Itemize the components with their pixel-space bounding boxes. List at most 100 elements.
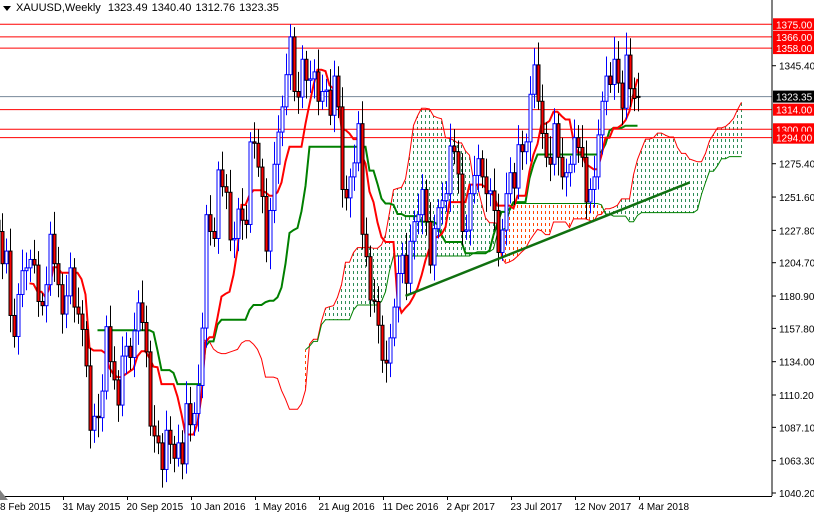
price-tick-label: 1157.80: [779, 324, 814, 335]
bull-candle: [524, 133, 529, 165]
bear-candle: [520, 130, 525, 170]
candle-body: [184, 403, 189, 465]
bull-candle: [532, 48, 537, 109]
cloud-segment: [647, 139, 652, 213]
candle-body: [404, 254, 409, 284]
candle-body: [172, 443, 177, 459]
price-tick-label: 1345.40: [779, 62, 814, 73]
candle-body: [212, 230, 217, 239]
bear-candle: [160, 433, 165, 488]
candle-body: [516, 144, 521, 189]
cloud-segment: [427, 108, 432, 256]
cloud-segment: [311, 339, 316, 342]
bull-candle: [464, 214, 469, 240]
ohlc-close: 1323.35: [239, 2, 279, 14]
time-axis: 8 Feb 2015 31 May 2015 20 Sep 2015 10 Jan 2…: [0, 496, 690, 513]
bull-candle: [448, 123, 453, 212]
level-lines: [0, 23, 772, 139]
cloud-segment: [483, 217, 488, 252]
cloud-segment: [471, 181, 476, 254]
cloud-segment: [411, 125, 416, 256]
bear-candle: [544, 122, 549, 168]
bear-candle: [636, 72, 641, 112]
bear-candle: [364, 217, 369, 267]
cloud-segment: [559, 203, 564, 223]
cloud-segment: [419, 108, 424, 256]
candle-body: [460, 173, 465, 232]
bear-candle: [428, 202, 433, 274]
cloud-segment: [687, 159, 692, 213]
bull-candle: [100, 374, 105, 432]
candle-body: [40, 300, 45, 307]
level-price-tag: 1358.00: [776, 44, 813, 55]
cloud-segment: [391, 189, 396, 256]
candle-body: [260, 166, 265, 197]
bull-candle: [568, 155, 573, 187]
cloud-segment: [699, 161, 704, 195]
candle-body: [308, 78, 313, 81]
candle-body: [444, 193, 449, 202]
bear-candle: [156, 420, 161, 455]
bear-candle: [264, 178, 269, 263]
cloud-segment: [707, 140, 712, 172]
price-tick-label: 1063.30: [779, 457, 814, 468]
cloud-segment: [727, 122, 732, 157]
bull-candle: [612, 36, 617, 100]
cloud-segment: [515, 203, 520, 257]
candle-body: [216, 169, 221, 239]
level-price-tag-bg: [773, 103, 814, 116]
bear-candle: [584, 140, 589, 219]
candle-body: [376, 300, 381, 326]
cloud-segment: [643, 139, 648, 213]
bear-candle: [116, 370, 121, 422]
dropdown-triangle-icon[interactable]: [3, 5, 11, 11]
candle-body: [136, 302, 141, 332]
candle-body: [600, 100, 605, 136]
scroll-marker-icon[interactable]: [0, 490, 8, 500]
bull-candle: [92, 403, 97, 443]
bear-candle: [304, 50, 309, 99]
level-price-tag: 1300.00: [776, 125, 813, 136]
candle-body: [220, 169, 225, 188]
candle-body: [276, 131, 281, 165]
cloud-segment: [659, 133, 664, 213]
time-tick-label: 11 Dec 2016: [383, 502, 439, 513]
price-tick-label: 1040.20: [779, 489, 814, 500]
bear-candle: [480, 150, 485, 189]
cloud-segment: [587, 203, 592, 221]
candle-body: [280, 106, 285, 133]
bull-candle: [396, 255, 401, 323]
candle-body: [608, 75, 613, 85]
bear-candle: [344, 175, 349, 211]
candle-body: [224, 186, 229, 193]
cloud-segment: [507, 211, 512, 262]
candle-body: [124, 345, 129, 357]
cloud-segment: [511, 203, 516, 260]
candle-body: [192, 412, 197, 426]
cloud-segment: [635, 159, 640, 216]
candle-body: [484, 176, 489, 195]
candle-body: [148, 351, 153, 427]
candle-body: [8, 250, 13, 316]
cloud-segment: [479, 203, 484, 252]
cloud-segment: [679, 153, 684, 213]
candle-body: [180, 442, 185, 465]
candle-body: [156, 435, 161, 444]
candle-body: [168, 429, 173, 445]
cloud-segment: [639, 149, 644, 213]
bull-candle: [504, 172, 509, 246]
candle-body: [176, 442, 181, 459]
cloud-segment: [671, 136, 676, 213]
candle-body: [60, 284, 65, 315]
candle-body: [552, 123, 557, 165]
bear-candle: [40, 293, 45, 316]
cloud-segment: [675, 147, 680, 213]
candle-body: [336, 75, 341, 108]
bear-candle: [424, 179, 429, 236]
cloud-segment: [543, 203, 548, 235]
bull-candle: [392, 298, 397, 347]
time-tick-label: 4 Mar 2018: [639, 502, 690, 513]
candle-body: [52, 233, 57, 265]
candle-body: [468, 193, 473, 231]
